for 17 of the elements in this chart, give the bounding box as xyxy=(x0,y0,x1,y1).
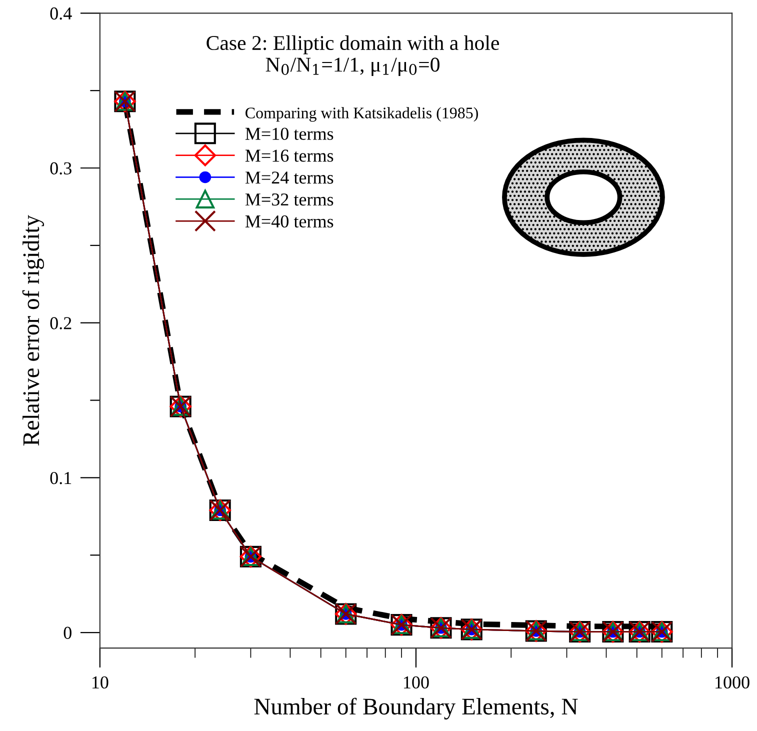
y-tick-label: 0.2 xyxy=(50,317,72,330)
y-tick-label: 0.1 xyxy=(50,472,72,484)
x-tick-label: 10 xyxy=(92,676,108,689)
legend-label: M=32 terms xyxy=(245,193,334,206)
legend-label: M=16 terms xyxy=(245,150,334,162)
legend-label: M=10 terms xyxy=(245,128,334,140)
y-axis-title: Relative error of rigidity xyxy=(22,214,44,446)
y-tick-label: 0.3 xyxy=(50,162,72,175)
x-axis-title: Number of Boundary Elements, N xyxy=(254,698,578,720)
y-tick-label: 0.4 xyxy=(50,7,72,20)
y-tick-label: 0 xyxy=(64,626,72,639)
legend-label: M=24 terms xyxy=(245,172,334,184)
x-tick-label: 100 xyxy=(404,676,429,689)
text: Case 2: Elliptic domain with a hole N$_{0}$/N$_{1}$=1/1, μ$_{1}$/μ$_{0}$=0 xyxy=(206,35,499,76)
legend-label: Comparing with Katsikadelis (1985) xyxy=(246,107,478,122)
legend-label: M=40 terms xyxy=(245,215,334,228)
x-tick-label: 1000 xyxy=(716,676,750,689)
